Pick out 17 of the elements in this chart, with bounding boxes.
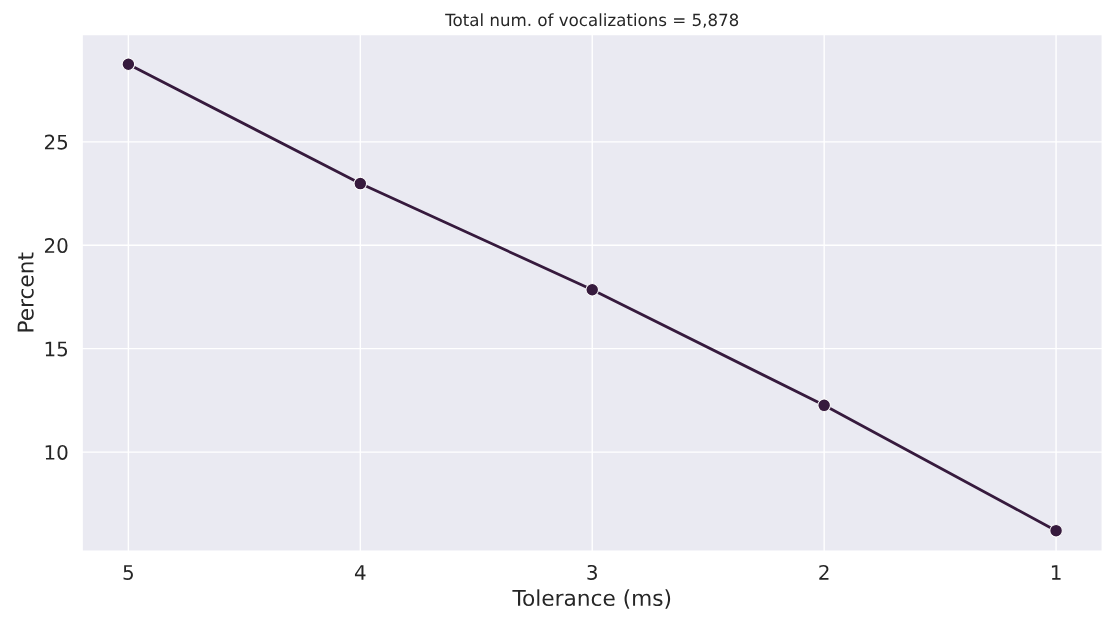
x-tick-label: 1 xyxy=(1051,565,1061,580)
point xyxy=(817,398,831,413)
y-tick-label: 20 xyxy=(44,238,68,254)
x-tick-label: 2 xyxy=(819,564,829,580)
x-axis-title: Tolerance (ms) xyxy=(512,589,671,609)
point xyxy=(121,57,136,72)
y-tick-label: 15 xyxy=(45,341,68,357)
x-tick-label: 5 xyxy=(123,565,133,580)
chart-subtitle: Total num. of vocalizations = 5,878 xyxy=(445,13,739,28)
y-tick-label: 25 xyxy=(44,134,68,150)
point xyxy=(353,176,368,191)
x-tick-label: 3 xyxy=(587,564,597,580)
point xyxy=(1049,523,1063,538)
point xyxy=(585,282,599,297)
x-tick-label: 4 xyxy=(354,565,366,580)
y-axis-title: Percent xyxy=(17,252,34,332)
y-tick-label: 10 xyxy=(45,444,68,460)
